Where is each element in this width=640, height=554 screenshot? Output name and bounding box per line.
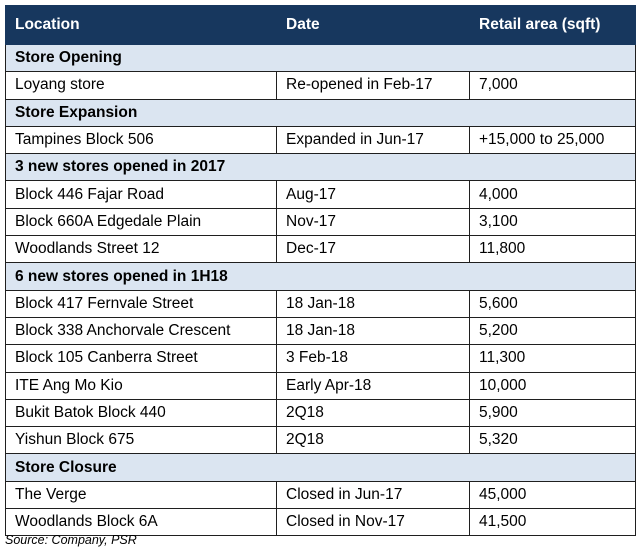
retail-area-cell: 41,500	[469, 508, 636, 537]
section-row: Store Opening	[5, 43, 636, 73]
section-row: Store Closure	[5, 453, 636, 482]
location-cell: The Verge	[5, 480, 277, 510]
section-row: Store Expansion	[5, 98, 636, 127]
section-row: 6 new stores opened in 1H18	[5, 262, 636, 291]
location-cell: Bukit Batok Block 440	[5, 398, 277, 428]
date-cell: Expanded in Jun-17	[276, 125, 470, 155]
header-date: Date	[276, 5, 470, 45]
source-note: Source: Company, PSR	[5, 533, 137, 547]
retail-area-cell: 45,000	[469, 480, 636, 510]
date-cell: Closed in Nov-17	[276, 508, 470, 537]
date-cell: Re-opened in Feb-17	[276, 71, 470, 100]
section-title: 6 new stores opened in 1H18	[5, 262, 636, 291]
location-cell: Loyang store	[5, 71, 277, 100]
table-row: Block 338 Anchorvale Crescent 18 Jan-18 5,…	[5, 316, 636, 346]
location-cell: Yishun Block 675	[5, 426, 277, 455]
store-table: Location Date Retail area (sqft) Store O…	[5, 5, 636, 537]
location-cell: Woodlands Street 12	[5, 235, 277, 264]
table-row: Block 417 Fernvale Street 18 Jan-18 5,600	[5, 289, 636, 318]
table-row: Bukit Batok Block 440 2Q18 5,900	[5, 398, 636, 428]
retail-area-cell: 5,900	[469, 398, 636, 428]
table-row: Tampines Block 506 Expanded in Jun-17 +15,…	[5, 125, 636, 155]
retail-area-cell: 5,600	[469, 289, 636, 318]
table-row: The Verge Closed in Jun-17 45,000	[5, 480, 636, 510]
table-row: Woodlands Street 12 Dec-17 11,800	[5, 235, 636, 264]
header-retail-area: Retail area (sqft)	[469, 5, 636, 45]
date-cell: Nov-17	[276, 207, 470, 237]
retail-area-cell: 5,200	[469, 316, 636, 346]
header-location: Location	[5, 5, 277, 45]
retail-area-cell: 3,100	[469, 207, 636, 237]
section-title: Store Opening	[5, 43, 636, 73]
location-cell: Block 446 Fajar Road	[5, 180, 277, 209]
location-cell: Block 660A Edgedale Plain	[5, 207, 277, 237]
date-cell: Dec-17	[276, 235, 470, 264]
table-row: Woodlands Block 6A Closed in Nov-17 41,500	[5, 508, 636, 537]
location-cell: Block 105 Canberra Street	[5, 344, 277, 373]
retail-area-cell: 11,800	[469, 235, 636, 264]
section-row: 3 new stores opened in 2017	[5, 153, 636, 182]
header-row: Location Date Retail area (sqft)	[5, 5, 636, 45]
retail-area-cell: 7,000	[469, 71, 636, 100]
retail-area-cell: 5,320	[469, 426, 636, 455]
location-cell: Tampines Block 506	[5, 125, 277, 155]
section-title: Store Expansion	[5, 98, 636, 127]
date-cell: 18 Jan-18	[276, 316, 470, 346]
date-cell: 18 Jan-18	[276, 289, 470, 318]
location-cell: Block 338 Anchorvale Crescent	[5, 316, 277, 346]
retail-area-cell: +15,000 to 25,000	[469, 125, 636, 155]
table-row: Block 446 Fajar Road Aug-17 4,000	[5, 180, 636, 209]
table-body: Store Opening Loyang store Re-opened in Fe…	[5, 43, 636, 537]
retail-area-cell: 10,000	[469, 371, 636, 400]
date-cell: 2Q18	[276, 426, 470, 455]
table-row: Block 105 Canberra Street 3 Feb-18 11,300	[5, 344, 636, 373]
retail-area-cell: 11,300	[469, 344, 636, 373]
table-row: Block 660A Edgedale Plain Nov-17 3,100	[5, 207, 636, 237]
section-title: Store Closure	[5, 453, 636, 482]
date-cell: Aug-17	[276, 180, 470, 209]
table-row: Yishun Block 675 2Q18 5,320	[5, 426, 636, 455]
date-cell: 2Q18	[276, 398, 470, 428]
table-row: ITE Ang Mo Kio Early Apr-18 10,000	[5, 371, 636, 400]
section-title: 3 new stores opened in 2017	[5, 153, 636, 182]
date-cell: Early Apr-18	[276, 371, 470, 400]
date-cell: Closed in Jun-17	[276, 480, 470, 510]
location-cell: ITE Ang Mo Kio	[5, 371, 277, 400]
retail-area-cell: 4,000	[469, 180, 636, 209]
location-cell: Block 417 Fernvale Street	[5, 289, 277, 318]
location-cell: Woodlands Block 6A	[5, 508, 277, 537]
date-cell: 3 Feb-18	[276, 344, 470, 373]
table-row: Loyang store Re-opened in Feb-17 7,000	[5, 71, 636, 100]
table-header: Location Date Retail area (sqft)	[5, 5, 636, 45]
